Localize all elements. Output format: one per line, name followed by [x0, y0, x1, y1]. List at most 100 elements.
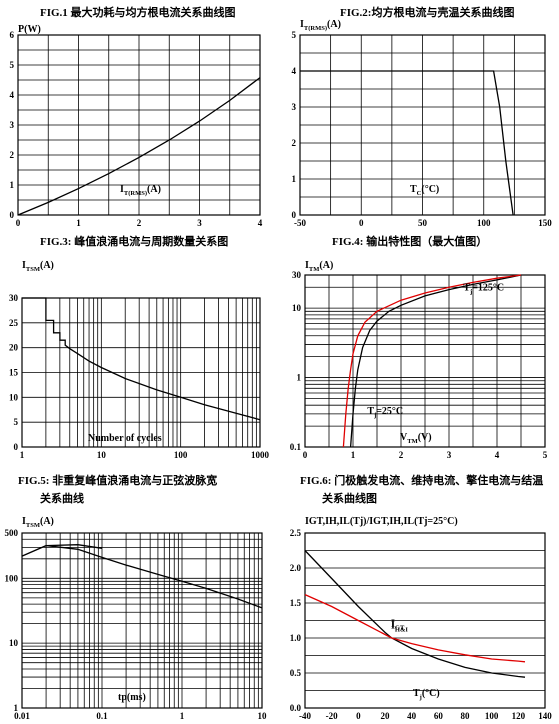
fig1-plot-frame	[17, 34, 261, 216]
fig5-series-line-0	[21, 544, 263, 609]
fig1-y-tick-label: 0	[10, 210, 15, 220]
fig6-series-label-0: IGT	[391, 618, 405, 631]
fig2-y-tick-label: 2	[292, 138, 297, 148]
fig2-y-axis-label: IT(RMS)(A)	[300, 19, 341, 32]
fig4-title: FIG.4: 输出特性图（最大值图）	[332, 234, 487, 248]
fig4-y-tick-label: 0.1	[290, 442, 302, 452]
fig6-series-label-1: IH&I	[391, 621, 408, 634]
fig6-x-tick-label: 80	[461, 711, 471, 721]
fig4-y-tick-label: 30	[292, 270, 302, 280]
fig5-x-tick-label: 0.1	[96, 711, 108, 721]
fig6-x-tick-label: 140	[538, 711, 552, 721]
fig4-plot-frame	[304, 274, 546, 448]
fig3-x-axis-label: Number of cycles	[88, 433, 162, 444]
fig4-x-axis-label: VTM(V)	[400, 432, 432, 445]
fig6-x-axis-label: Tj(°C)	[413, 688, 440, 701]
fig4-annotation-0: Tj=125°C	[463, 282, 504, 295]
fig6-y-tick-label: 0.0	[290, 703, 302, 713]
fig3-y-tick-label: 25	[9, 318, 19, 328]
fig3-x-tick-label: 1000	[251, 450, 270, 460]
fig2-y-tick-label: 5	[292, 30, 297, 40]
fig2-y-tick-label: 0	[292, 210, 297, 220]
fig4-x-tick-label: 5	[543, 450, 548, 460]
fig2-y-tick-label: 1	[292, 174, 297, 184]
fig2-y-tick-label: 4	[292, 66, 297, 76]
fig6-x-tick-label: -40	[299, 711, 311, 721]
fig3-x-tick-label: 100	[174, 450, 188, 460]
fig6-x-tick-label: 60	[434, 711, 444, 721]
fig4-x-tick-label: 0	[303, 450, 308, 460]
fig3-y-tick-label: 10	[9, 392, 19, 402]
fig1-y-tick-label: 2	[10, 150, 15, 160]
fig4-y-tick-label: 1	[297, 373, 302, 383]
fig1-y-tick-label: 3	[10, 120, 15, 130]
fig4-x-tick-label: 3	[447, 450, 452, 460]
fig6-x-tick-label: 20	[381, 711, 391, 721]
fig1-x-axis-label: IT(RMS)(A)	[120, 184, 161, 197]
fig4-y-tick-label: 10	[292, 303, 302, 313]
fig1-y-tick-label: 5	[10, 60, 15, 70]
fig6-title: FIG.6: 门极触发电流、维持电流、擎住电流与结温	[300, 473, 543, 487]
fig4-x-tick-label: 2	[399, 450, 404, 460]
fig2-series-line-0	[300, 70, 514, 216]
fig1-chart: FIG.1 最大功耗与均方根电流关系曲线图 0 1 2 3 4 0 1 2 3 4 5 6 P(W) IT(…	[10, 5, 263, 228]
fig1-series-line-0	[17, 77, 261, 216]
fig6-grid	[305, 532, 545, 709]
fig1-title: FIG.1 最大功耗与均方根电流关系曲线图	[40, 5, 236, 19]
fig2-x-tick-label: 0	[359, 218, 364, 228]
fig3-y-tick-label: 5	[14, 417, 19, 427]
fig2-x-axis-label: TC(°C)	[410, 184, 439, 197]
fig6-x-tick-label: 40	[407, 711, 417, 721]
fig3-plot-frame	[21, 297, 261, 448]
fig6-x-tick-label: -20	[326, 711, 338, 721]
fig6-series-line-0	[304, 550, 526, 678]
fig3-y-tick-label: 15	[9, 368, 19, 378]
fig3-y-tick-label: 30	[9, 293, 19, 303]
fig5-grid	[21, 532, 263, 709]
fig1-grid	[17, 34, 261, 216]
fig3-y-tick-label: 20	[9, 343, 19, 353]
fig4-x-tick-label: 4	[495, 450, 500, 460]
fig4-grid	[304, 274, 546, 448]
fig6-y-tick-label: 0.5	[290, 668, 302, 678]
fig5-title-line2: 关系曲线	[40, 491, 84, 505]
fig3-x-tick-label: 10	[97, 450, 107, 460]
fig5-title: FIG.5: 非重复峰值浪涌电流与正弦波脉宽	[18, 473, 217, 487]
fig5-y-tick-label: 500	[5, 528, 19, 538]
fig2-y-tick-label: 3	[292, 102, 297, 112]
fig6-title-line2: 关系曲线图	[322, 491, 377, 505]
fig1-x-tick-label: 2	[137, 218, 142, 228]
fig1-y-tick-label: 6	[10, 30, 15, 40]
fig6-plot-frame	[304, 532, 546, 709]
fig4-x-tick-label: 1	[351, 450, 356, 460]
fig1-y-tick-label: 1	[10, 180, 15, 190]
fig5-plot-frame	[21, 532, 263, 709]
fig6-y-axis-label: IGT,IH,IL(Tj)/IGT,IH,IL(Tj=25°C)	[305, 516, 458, 527]
fig2-x-tick-label: -50	[294, 218, 306, 228]
fig5-x-tick-label: 10	[258, 711, 268, 721]
fig1-y-tick-label: 4	[10, 90, 15, 100]
fig5-x-axis-label: tp(ms)	[118, 692, 146, 703]
fig3-chart: FIG.3: 峰值浪涌电流与周期数量关系图 1 10 100 1000 0 5 10 15 20 2…	[9, 234, 270, 460]
fig5-series-line-1	[46, 544, 103, 549]
fig6-y-tick-label: 2.0	[290, 563, 302, 573]
fig1-x-tick-label: 1	[76, 218, 81, 228]
fig5-y-tick-label: 100	[5, 573, 19, 583]
fig6-y-tick-label: 1.5	[290, 598, 302, 608]
fig3-grid	[21, 297, 261, 448]
fig6-x-tick-label: 0	[356, 711, 361, 721]
fig6-series-line-1	[304, 594, 526, 663]
fig3-y-axis-label: ITSM(A)	[22, 260, 54, 273]
fig2-x-tick-label: 50	[418, 218, 428, 228]
fig4-series-line-1	[342, 274, 522, 448]
fig4-series-line-0	[349, 274, 522, 448]
fig3-title: FIG.3: 峰值浪涌电流与周期数量关系图	[40, 234, 228, 248]
fig1-x-tick-label: 3	[197, 218, 202, 228]
fig1-y-axis-label: P(W)	[18, 24, 41, 35]
fig3-x-tick-label: 1	[20, 450, 25, 460]
fig5-y-tick-label: 1	[14, 703, 19, 713]
